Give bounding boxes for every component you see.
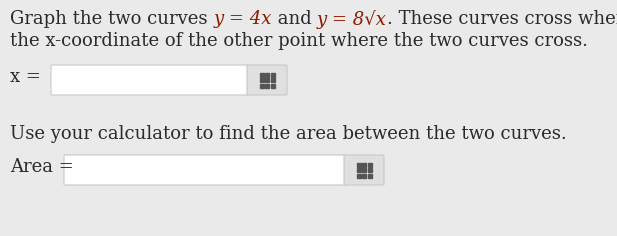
Text: and: and — [271, 10, 317, 28]
Text: Area =: Area = — [10, 158, 74, 176]
FancyBboxPatch shape — [344, 155, 384, 185]
Text: x =: x = — [10, 68, 41, 86]
Text: y = 8√x: y = 8√x — [317, 10, 387, 29]
Text: y = 4x: y = 4x — [213, 10, 271, 28]
Text: Use your calculator to find the area between the two curves.: Use your calculator to find the area bet… — [10, 125, 567, 143]
FancyBboxPatch shape — [64, 155, 346, 185]
Text: Graph the two curves: Graph the two curves — [10, 10, 213, 28]
FancyBboxPatch shape — [247, 65, 287, 95]
Text: . These curves cross when: . These curves cross when — [387, 10, 617, 28]
Text: the x-coordinate of the other point where the two curves cross.: the x-coordinate of the other point wher… — [10, 32, 588, 50]
FancyBboxPatch shape — [51, 65, 249, 95]
